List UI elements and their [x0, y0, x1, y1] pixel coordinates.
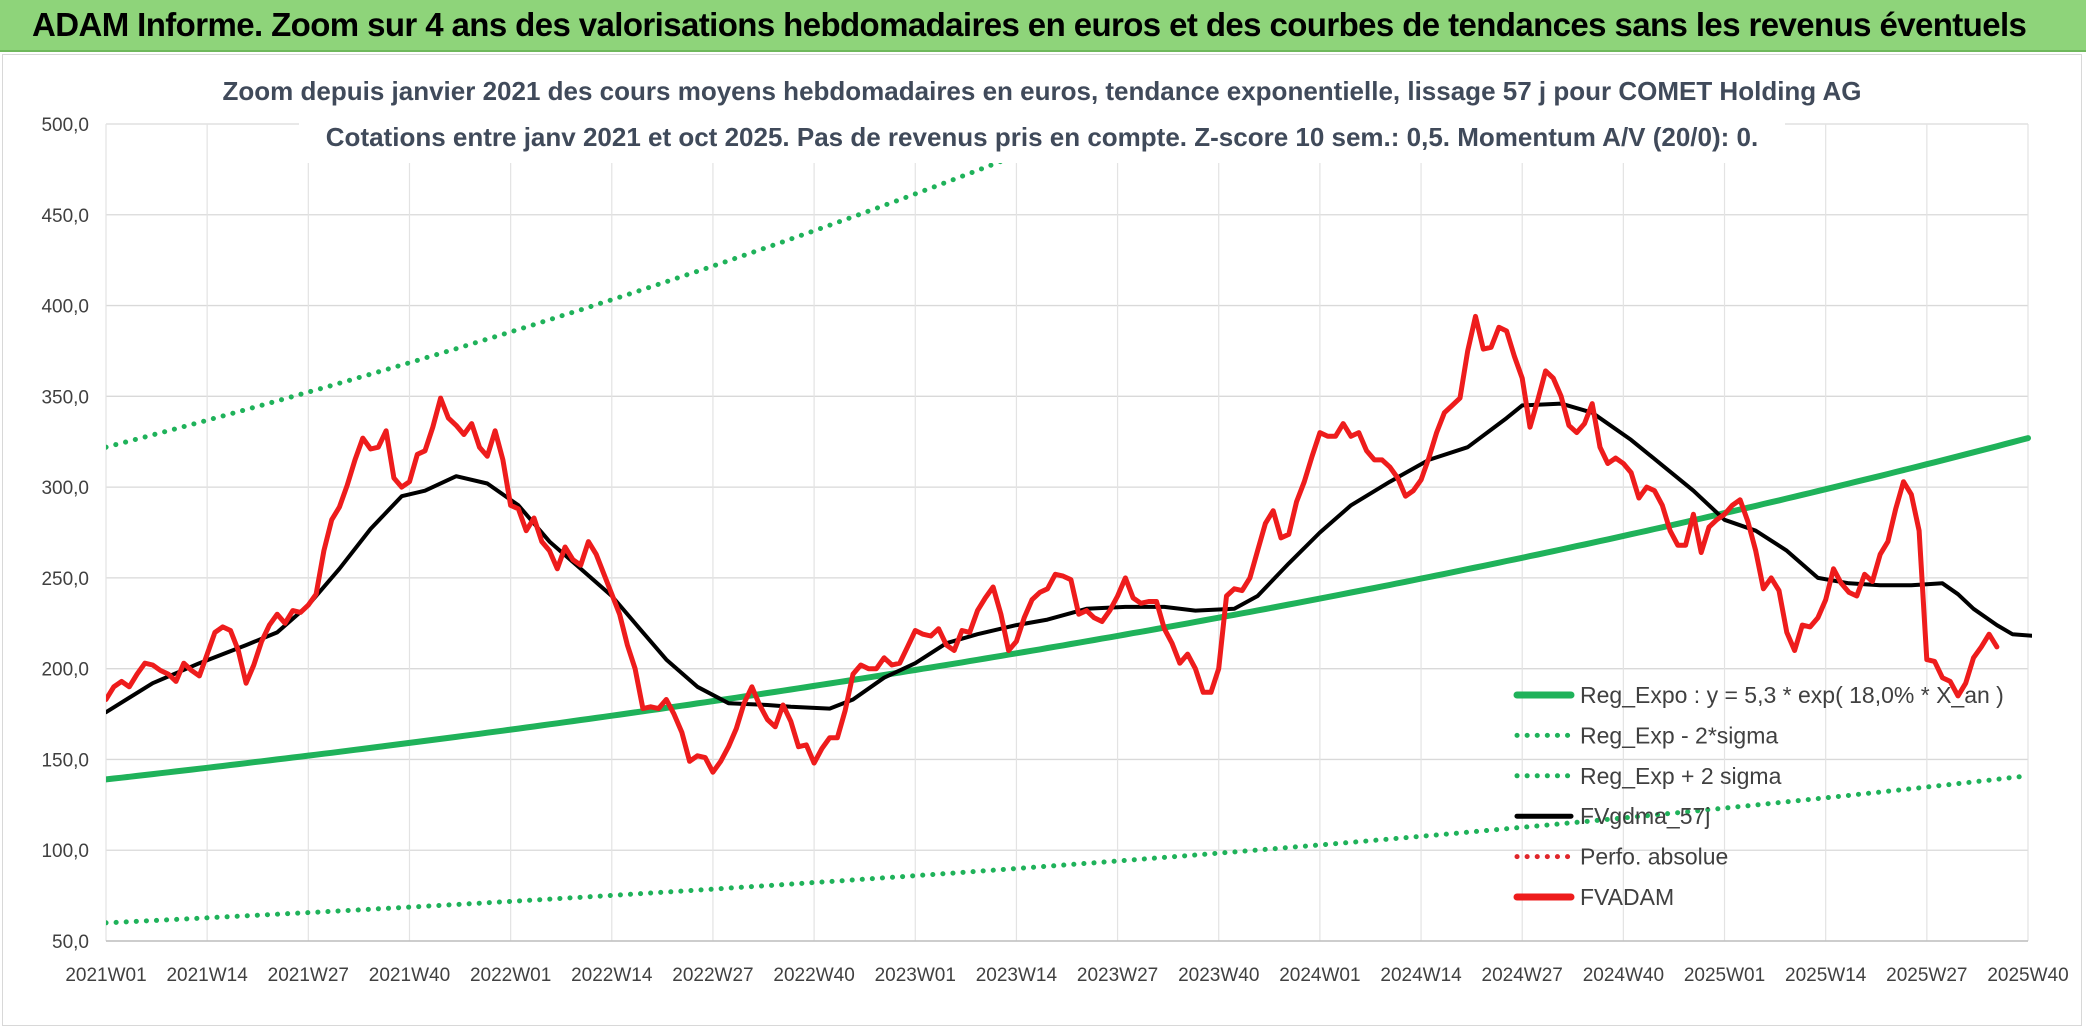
series-line-5	[106, 313, 2000, 775]
y-tick-label: 500,0	[41, 115, 89, 136]
title-background	[299, 61, 1785, 163]
chart-legend: Reg_Expo : y = 5,3 * exp( 18,0% * X_an )…	[1513, 682, 2004, 910]
report-banner: ADAM Informe. Zoom sur 4 ans des valoris…	[0, 0, 2086, 52]
x-axis-ticks: 2021W01 2021W14 2021W27 2021W40 2022W01 2022W…	[65, 965, 2068, 986]
y-tick-label: 400,0	[41, 297, 89, 318]
x-tick-label: 2023W40	[1178, 965, 1259, 986]
x-tick-label: 2024W14	[1380, 965, 1462, 986]
x-tick-label: 2025W40	[1987, 965, 2068, 986]
x-tick-label: 2024W01	[1279, 965, 1360, 986]
x-tick-label: 2025W01	[1684, 965, 1765, 986]
legend-label-2: Reg_Exp + 2 sigma	[1580, 763, 1782, 789]
chart-subtitle-line-1: Zoom depuis janvier 2021 des cours moyen…	[223, 76, 1862, 106]
x-tick-label: 2025W14	[1785, 965, 1867, 986]
x-tick-label: 2024W27	[1482, 965, 1563, 986]
legend-label-1: Reg_Exp - 2*sigma	[1580, 722, 1778, 748]
legend-label-0: Reg_Expo : y = 5,3 * exp( 18,0% * X_an )	[1580, 682, 2004, 708]
x-tick-label: 2021W40	[369, 965, 450, 986]
x-tick-label: 2021W01	[65, 965, 146, 986]
series-line-0	[106, 435, 2031, 783]
y-tick-label: 100,0	[41, 841, 89, 862]
y-tick-label: 350,0	[41, 387, 89, 408]
legend-label-4: Perfo. absolue	[1580, 844, 1728, 870]
y-tick-label: 50,0	[52, 932, 89, 953]
banner-title: ADAM Informe. Zoom sur 4 ans des valoris…	[32, 6, 2027, 43]
y-tick-label: 150,0	[41, 750, 89, 771]
x-tick-label: 2023W27	[1077, 965, 1158, 986]
series-line-3	[106, 401, 2032, 715]
x-tick-label: 2022W01	[470, 965, 551, 986]
x-tick-label: 2023W14	[976, 965, 1058, 986]
chart-frame: 50,0 100,0 150,0 200,0 250,0 300,0 350,0 400,0 4…	[2, 54, 2082, 1026]
legend-label-5: FVADAM	[1580, 884, 1674, 910]
x-tick-label: 2021W14	[166, 965, 248, 986]
x-tick-label: 2022W40	[773, 965, 854, 986]
trend-chart: 50,0 100,0 150,0 200,0 250,0 300,0 350,0 400,0 4…	[41, 61, 2069, 986]
chart-subtitle-line-2: Cotations entre janv 2021 et oct 2025. P…	[326, 122, 1758, 152]
series-line-1	[106, 773, 2031, 926]
x-tick-label: 2021W27	[268, 965, 349, 986]
legend-label-3: FVgdma_57j	[1580, 803, 1710, 829]
chart-title: Zoom depuis janvier 2021 des cours moyen…	[223, 61, 1862, 163]
y-tick-label: 200,0	[41, 660, 89, 681]
y-tick-label: 450,0	[41, 206, 89, 227]
x-tick-label: 2023W01	[875, 965, 956, 986]
y-tick-label: 300,0	[41, 478, 89, 499]
x-tick-label: 2022W27	[672, 965, 753, 986]
x-tick-label: 2025W27	[1886, 965, 1967, 986]
grid-lines	[105, 123, 2029, 942]
series-layer	[106, 122, 2032, 926]
y-axis-ticks: 50,0 100,0 150,0 200,0 250,0 300,0 350,0 400,0 4…	[41, 115, 89, 953]
x-tick-label: 2024W40	[1583, 965, 1664, 986]
x-tick-label: 2022W14	[571, 965, 653, 986]
y-tick-label: 250,0	[41, 569, 89, 590]
